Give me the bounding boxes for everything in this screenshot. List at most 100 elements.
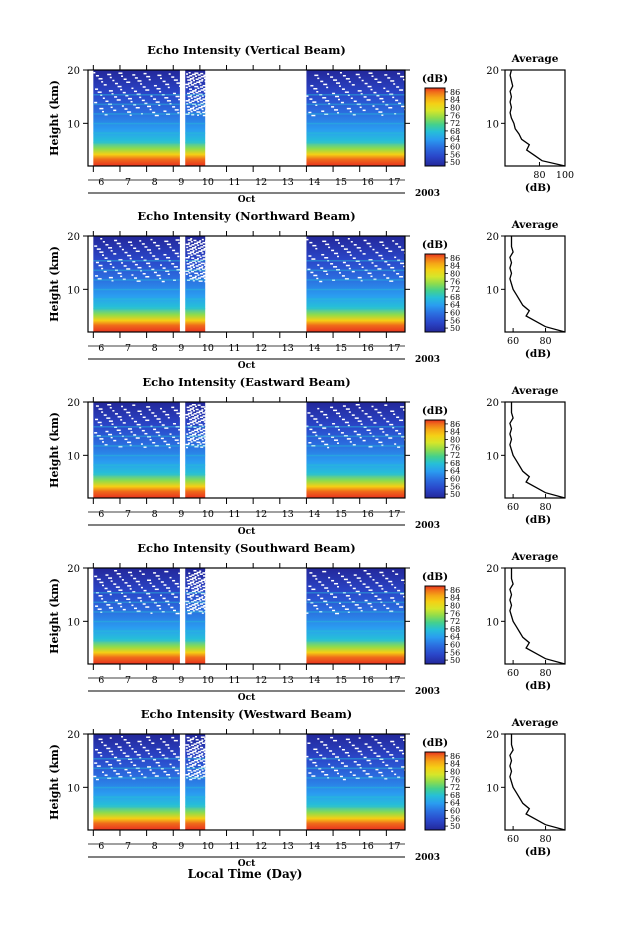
average-y-tick-label: 20 xyxy=(486,564,499,575)
missing-data-speck xyxy=(172,766,176,769)
echo-layer-streak xyxy=(306,464,405,466)
missing-data-speck xyxy=(103,270,107,273)
missing-data-speck xyxy=(140,743,143,746)
missing-data-speck xyxy=(196,94,200,97)
missing-data-speck xyxy=(349,110,352,113)
missing-data-speck xyxy=(352,257,356,259)
missing-data-speck xyxy=(306,95,309,97)
missing-data-speck xyxy=(347,94,350,96)
missing-data-speck xyxy=(373,278,377,281)
missing-data-speck xyxy=(109,263,112,265)
echo-layer-streak xyxy=(185,640,206,642)
missing-data-speck xyxy=(188,72,191,74)
colorbar-tick-label: 68 xyxy=(450,293,460,302)
missing-data-speck xyxy=(196,598,201,601)
missing-data-speck xyxy=(114,82,118,85)
echo-layer-streak xyxy=(306,308,405,310)
missing-data-speck xyxy=(383,748,386,750)
missing-data-speck xyxy=(192,767,195,769)
missing-data-speck xyxy=(401,579,406,582)
missing-data-speck xyxy=(113,439,117,442)
x-tick-label: 13 xyxy=(282,509,294,520)
missing-data-speck xyxy=(204,611,208,613)
missing-data-speck xyxy=(150,95,153,97)
average-title: Average xyxy=(511,219,559,231)
missing-data-speck xyxy=(399,606,404,608)
missing-data-speck xyxy=(153,601,157,604)
missing-data-speck xyxy=(190,94,193,96)
missing-data-speck xyxy=(386,751,390,753)
missing-data-speck xyxy=(168,777,171,779)
missing-data-speck xyxy=(139,96,142,99)
echo-layer-streak xyxy=(306,796,405,798)
missing-data-speck xyxy=(107,404,112,406)
missing-data-speck xyxy=(186,763,189,766)
missing-data-speck xyxy=(108,103,113,106)
missing-data-speck xyxy=(157,74,162,77)
missing-data-speck xyxy=(331,766,335,769)
missing-data-speck xyxy=(104,257,108,259)
missing-data-speck xyxy=(161,280,165,283)
missing-data-speck xyxy=(364,413,368,415)
missing-data-speck xyxy=(135,106,140,109)
missing-data-speck xyxy=(152,585,156,588)
missing-data-speck xyxy=(335,426,340,428)
missing-data-speck xyxy=(341,275,345,277)
missing-data-speck xyxy=(344,278,349,280)
missing-data-speck xyxy=(355,590,360,593)
missing-data-speck xyxy=(143,589,147,592)
echo-layer-streak xyxy=(93,269,180,272)
colorbar-tick-label: 56 xyxy=(450,316,460,325)
missing-data-speck xyxy=(195,262,198,264)
missing-data-speck xyxy=(199,96,202,99)
colorbar-tick-label: 50 xyxy=(450,324,460,333)
colorbar-tick-label: 84 xyxy=(450,428,460,437)
colorbar-unit: (dB) xyxy=(422,405,448,417)
missing-data-speck xyxy=(197,274,200,276)
missing-data-speck xyxy=(133,247,137,250)
missing-data-speck xyxy=(395,573,399,575)
missing-data-speck xyxy=(149,108,152,111)
missing-data-speck xyxy=(202,588,207,591)
echo-layer-streak xyxy=(185,611,206,613)
missing-data-speck xyxy=(324,113,329,115)
missing-data-speck xyxy=(134,263,138,266)
y-tick-label: 10 xyxy=(67,285,80,296)
missing-data-speck xyxy=(348,411,351,413)
missing-data-speck xyxy=(187,756,192,758)
average-frame xyxy=(504,401,566,499)
missing-data-speck xyxy=(195,78,199,80)
missing-data-speck xyxy=(203,247,206,250)
missing-data-speck xyxy=(121,75,124,77)
missing-data-speck xyxy=(200,276,205,278)
echo-layer-streak xyxy=(93,94,180,96)
missing-data-speck xyxy=(200,89,205,91)
missing-data-speck xyxy=(326,416,329,419)
missing-data-speck xyxy=(307,598,311,601)
missing-data-speck xyxy=(94,575,98,578)
missing-data-speck xyxy=(201,579,206,582)
missing-data-speck xyxy=(125,94,129,97)
missing-data-speck xyxy=(373,608,377,611)
missing-data-speck xyxy=(371,736,374,738)
missing-data-speck xyxy=(96,435,101,437)
missing-data-speck xyxy=(204,754,208,757)
missing-data-speck xyxy=(195,248,198,251)
missing-data-speck xyxy=(377,742,382,744)
missing-data-speck xyxy=(134,751,138,753)
missing-data-speck xyxy=(185,603,188,606)
missing-data-speck xyxy=(193,239,197,242)
echo-layer-streak xyxy=(306,288,405,291)
missing-data-speck xyxy=(179,272,182,274)
missing-data-speck xyxy=(188,575,192,578)
heatmap-block-1 xyxy=(93,402,180,498)
missing-data-speck xyxy=(159,751,162,754)
missing-data-speck xyxy=(195,752,199,754)
missing-data-speck xyxy=(185,100,190,102)
missing-data-speck xyxy=(196,97,201,100)
missing-data-speck xyxy=(145,89,150,91)
missing-data-speck xyxy=(95,75,99,77)
missing-data-speck xyxy=(364,599,368,602)
missing-data-speck xyxy=(330,76,334,78)
missing-data-speck xyxy=(121,579,124,581)
